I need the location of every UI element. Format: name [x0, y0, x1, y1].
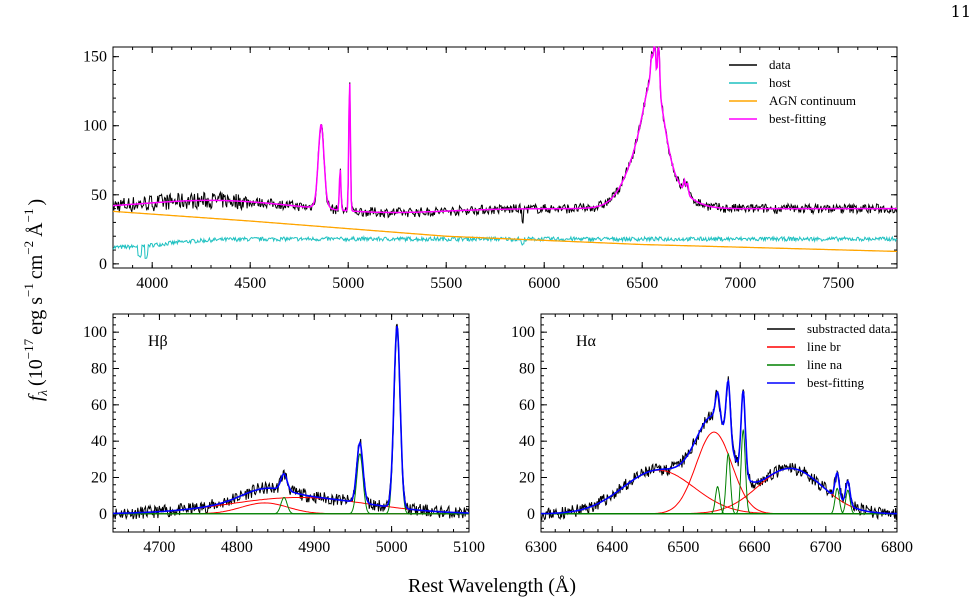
- hbeta-y-tick-label: 40: [91, 433, 107, 450]
- y-label-erg: erg s: [25, 297, 47, 335]
- top-legend-label: data: [769, 57, 791, 72]
- halpha-panel: 6300 6400 6500 6600 6700 6800 0 20 40 60 80 100 Hα su…: [511, 313, 913, 556]
- hbeta-narrow-component: [113, 330, 469, 515]
- halpha-y-tick-label: 40: [519, 433, 535, 450]
- hbeta-x-tick-label: 4900: [298, 539, 330, 556]
- page-number: 11: [950, 2, 971, 21]
- hbeta-narrow-component: [113, 453, 469, 515]
- halpha-x-tick-label: 6500: [667, 539, 699, 556]
- top-x-tick-label: 4500: [234, 275, 266, 292]
- halpha-legend-label: line br: [807, 339, 841, 354]
- halpha-y-tick-label: 60: [519, 397, 535, 414]
- top-legend-label: host: [769, 75, 791, 90]
- halpha-x-tick-label: 6600: [739, 539, 771, 556]
- top-y-tick-label: 150: [83, 49, 107, 66]
- top-y-tick-label: 100: [83, 118, 107, 135]
- top-y-tick-label: 0: [99, 256, 107, 273]
- hbeta-y-tick-label: 0: [99, 506, 107, 523]
- top-legend-label: best-fitting: [769, 111, 827, 126]
- hbeta-y-tick-label: 80: [91, 361, 107, 378]
- halpha-x-tick-label: 6700: [810, 539, 842, 556]
- halpha-legend-label: line na: [807, 357, 842, 372]
- hbeta-panel-label: Hβ: [148, 333, 168, 350]
- x-axis-label: Rest Wavelength (Å): [408, 575, 576, 597]
- halpha-x-tick-label: 6400: [596, 539, 628, 556]
- halpha-y-tick-label: 80: [519, 361, 535, 378]
- hbeta-series-best-fitting: [113, 325, 469, 515]
- top-series-best-fitting: [113, 46, 897, 214]
- hbeta-frame: [112, 313, 470, 533]
- top-series-agn-continuum: [113, 210, 897, 253]
- top-x-tick-label: 5000: [332, 275, 364, 292]
- top-x-tick-label: 6000: [528, 275, 560, 292]
- y-label-exp1: −17: [21, 338, 36, 359]
- halpha-y-tick-label: 100: [511, 324, 535, 341]
- halpha-y-tick-label: 20: [519, 470, 535, 487]
- hbeta-x-tick-label: 5000: [376, 539, 408, 556]
- halpha-legend-label: best-fitting: [807, 375, 865, 390]
- top-x-tick-label: 7000: [724, 275, 756, 292]
- top-x-tick-label: 7500: [822, 275, 854, 292]
- top-series-data: [112, 46, 898, 224]
- top-panel: 4000 4500 5000 5500 6000 6500 7000 7500 0 50 100 15…: [83, 46, 898, 292]
- y-label-exp3: −2: [21, 241, 36, 255]
- top-x-tick-label: 5500: [430, 275, 462, 292]
- halpha-narrow-component: [541, 489, 897, 515]
- y-label-f: f: [25, 393, 47, 401]
- halpha-panel-label: Hα: [576, 333, 597, 350]
- halpha-frame: [540, 313, 898, 533]
- hbeta-x-tick-label: 5100: [453, 539, 485, 556]
- y-label-exp4: −1: [21, 209, 36, 223]
- y-label-exp2: −1: [21, 283, 36, 297]
- halpha-legend-label: substracted data: [807, 321, 891, 336]
- top-x-tick-label: 4000: [136, 275, 168, 292]
- hbeta-y-tick-label: 20: [91, 470, 107, 487]
- y-label-cm: cm: [25, 254, 47, 279]
- halpha-y-tick-label: 0: [527, 506, 535, 523]
- halpha-series-best-fitting: [541, 378, 898, 515]
- top-x-tick-label: 6500: [626, 275, 658, 292]
- halpha-x-tick-label: 6800: [881, 539, 913, 556]
- y-axis-label: fλ(10−17erg s−1cm−2Å−1): [21, 199, 50, 401]
- top-y-tick-label: 50: [91, 187, 107, 204]
- halpha-x-tick-label: 6300: [525, 539, 557, 556]
- y-label-close: ): [25, 199, 47, 206]
- y-label-lambda: λ: [35, 390, 50, 397]
- y-label-angstrom: Å: [25, 222, 47, 237]
- hbeta-x-tick-label: 4700: [143, 539, 175, 556]
- hbeta-y-tick-label: 60: [91, 397, 107, 414]
- hbeta-x-tick-label: 4800: [221, 539, 253, 556]
- y-label-units: (10: [25, 359, 47, 386]
- hbeta-panel: 4700 4800 4900 5000 5100 0 20 40 60 80 100 Hβ: [83, 313, 485, 556]
- hbeta-y-tick-label: 100: [83, 324, 107, 341]
- top-legend-label: AGN continuum: [769, 93, 856, 108]
